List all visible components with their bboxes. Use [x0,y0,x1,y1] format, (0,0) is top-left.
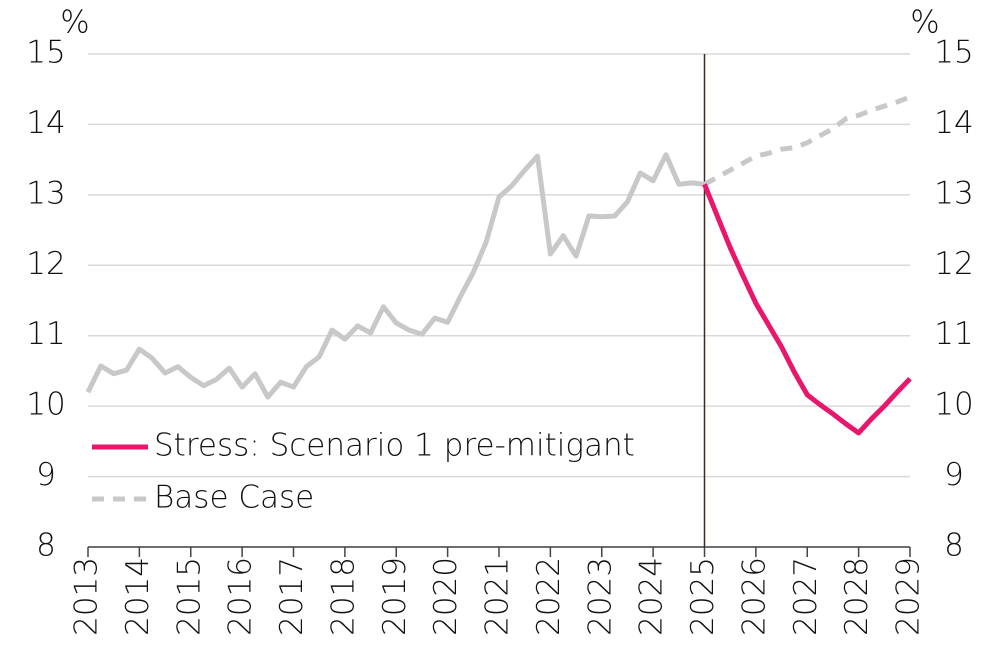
y-tick-label: 11 [26,316,65,352]
y-tick-label: 8 [36,528,56,564]
x-tick-label: 2013 [69,557,105,636]
x-tick-label: 2019 [377,557,413,636]
y2-tick-label: 15 [934,35,973,71]
x-tick-label: 2014 [120,557,156,636]
y2-tick-label: 12 [934,246,973,282]
x-tick-label: 2016 [223,557,259,636]
series-line [703,94,911,187]
x-tick-label: 2020 [428,557,464,636]
y-tick-label: 13 [26,175,65,211]
x-tick-label: 2027 [788,557,824,636]
y-tick-label: 15 [26,35,65,71]
x-tick-label: 2023 [582,557,618,636]
series-line [702,183,912,436]
y2-tick-label: 11 [934,316,973,352]
x-tick-label: 2015 [171,557,207,636]
y2-tick-label: 13 [934,175,973,211]
x-tick-label: 2026 [736,557,772,636]
y2-tick-label: 14 [934,105,973,141]
x-tick-label: 2025 [685,557,721,636]
legend-label: Base Case [154,480,314,516]
x-tick-label: 2028 [839,557,875,636]
legend-label: Stress: Scenario 1 pre-mitigant [154,428,635,464]
series-line [85,152,705,400]
y-tick-label: 14 [26,105,65,141]
x-tick-label: 2029 [891,557,927,636]
y2-tick-label: 9 [944,457,964,493]
y-tick-label: 9 [36,457,56,493]
x-tick-label: 2021 [480,557,516,636]
x-tick-label: 2017 [274,557,310,636]
x-tick-label: 2018 [325,557,361,636]
y2-tick-label: 8 [944,528,964,564]
y2-unit: % [910,5,939,41]
y-tick-label: 12 [26,246,65,282]
y-tick-label: 10 [26,387,65,423]
y2-tick-label: 10 [934,387,973,423]
x-tick-label: 2024 [634,557,670,636]
x-tick-label: 2022 [531,557,567,636]
y-unit: % [60,5,89,41]
